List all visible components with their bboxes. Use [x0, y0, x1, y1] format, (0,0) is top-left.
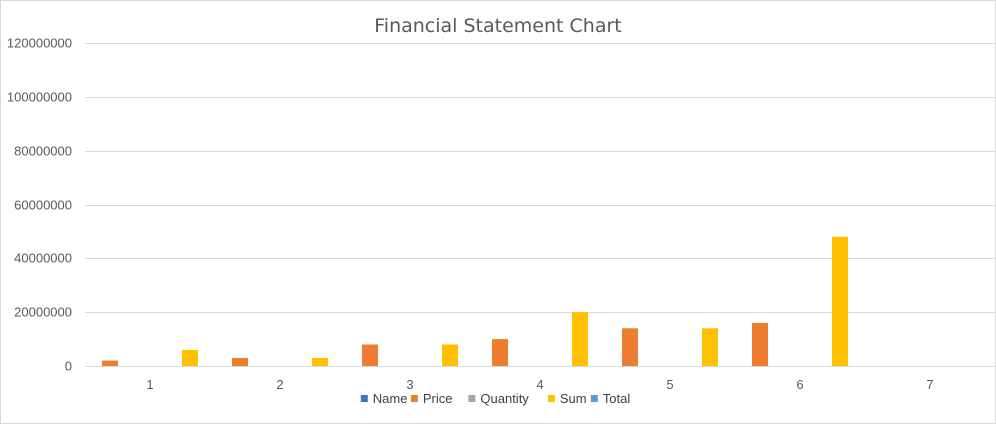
x-axis-ticks: 1 2 3 4 5 6 7: [146, 377, 933, 392]
bar-price: [752, 322, 768, 366]
legend-swatch-sum: [547, 395, 555, 402]
chart-title: Financial Statement Chart: [374, 15, 621, 37]
bars: [102, 236, 848, 366]
gridlines: [85, 43, 995, 367]
bar-price: [232, 357, 248, 366]
y-axis-ticks: 0 20000000 40000000 60000000 80000000 1000000…: [7, 36, 72, 374]
x-tick-label: 7: [926, 377, 933, 392]
x-tick-label: 5: [666, 377, 673, 392]
bar-price: [492, 339, 508, 366]
bar-sum: [312, 357, 328, 366]
bar-price: [362, 344, 378, 366]
bar-sum: [442, 344, 458, 366]
legend-swatch-total: [590, 395, 598, 402]
legend-label-quantity: Quantity: [480, 391, 529, 406]
x-tick-label: 4: [536, 377, 543, 392]
y-tick-label: 60000000: [14, 198, 72, 213]
y-tick-label: 120000000: [7, 36, 72, 51]
legend-label-price: Price: [423, 391, 453, 406]
legend-swatch-name: [360, 395, 368, 402]
x-tick-label: 1: [146, 377, 153, 392]
bar-price: [622, 328, 638, 366]
legend-label-sum: Sum: [560, 391, 587, 406]
y-tick-label: 20000000: [14, 305, 72, 320]
legend: Name Price Quantity Sum Total: [360, 391, 631, 406]
y-tick-label: 40000000: [14, 251, 72, 266]
bar-sum: [832, 236, 848, 366]
x-tick-label: 2: [276, 377, 283, 392]
legend-swatch-quantity: [468, 395, 476, 402]
legend-swatch-price: [410, 395, 418, 402]
bar-sum: [702, 328, 718, 366]
bar-sum: [182, 349, 198, 366]
y-tick-label: 80000000: [14, 144, 72, 159]
x-tick-label: 3: [406, 377, 413, 392]
legend-label-total: Total: [603, 391, 631, 406]
bar-sum: [572, 312, 588, 366]
bar-price: [102, 360, 118, 366]
y-tick-label: 0: [65, 359, 72, 374]
x-tick-label: 6: [796, 377, 803, 392]
legend-label-name: Name: [373, 391, 408, 406]
y-tick-label: 100000000: [7, 90, 72, 105]
